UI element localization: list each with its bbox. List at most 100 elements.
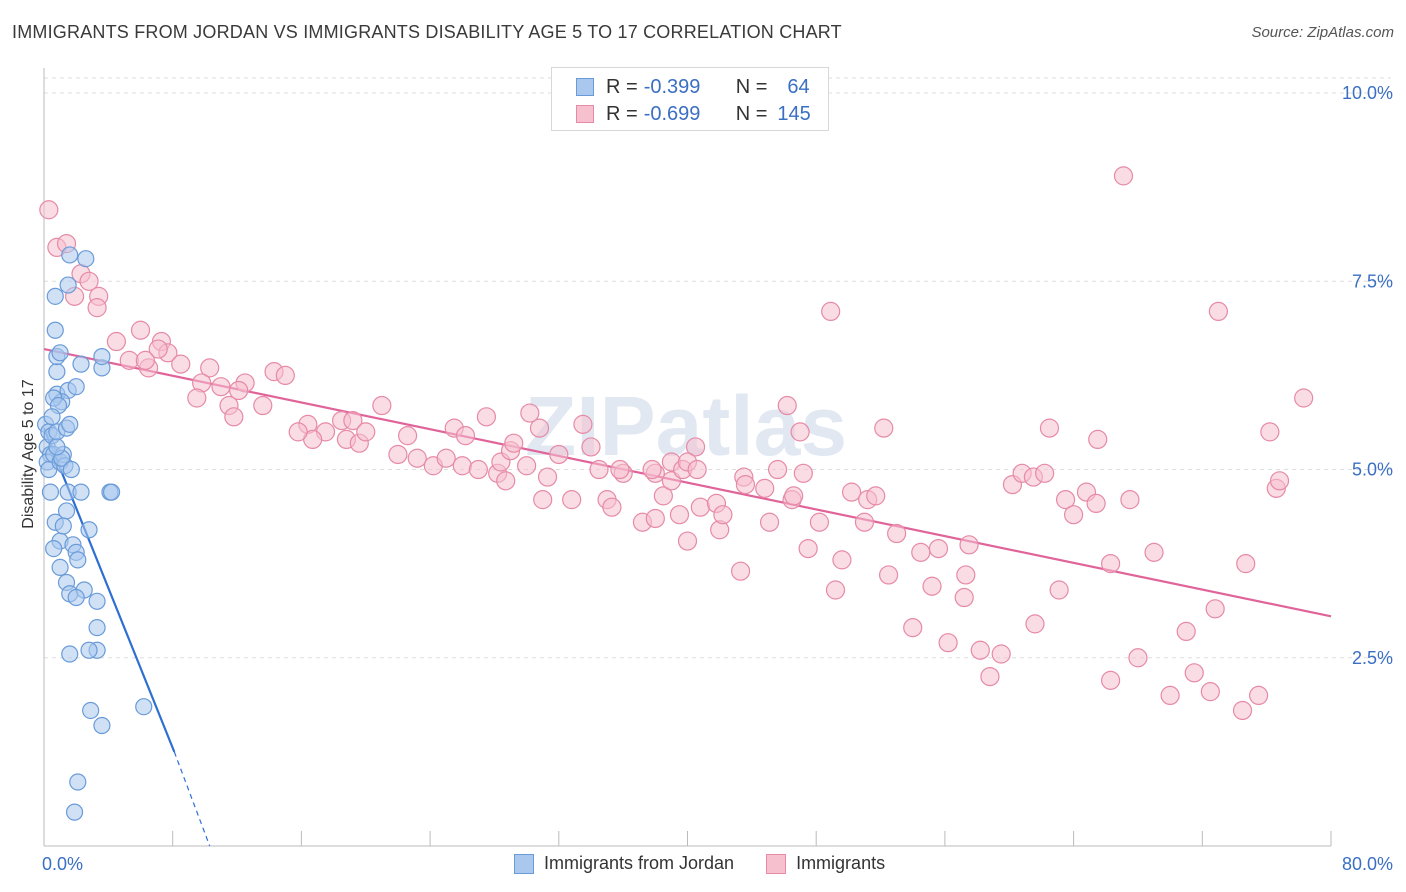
point-immigrants (887, 523, 907, 544)
point-immigrants (187, 388, 207, 408)
point-immigrants (1055, 490, 1076, 510)
point-immigrants (130, 320, 151, 340)
point-immigrants (1269, 471, 1290, 491)
legend-r-label: R = (606, 75, 638, 98)
point-immigrants (730, 561, 751, 581)
point-jordan (51, 558, 69, 577)
legend-n-label: N = (735, 102, 768, 125)
legend-label-immigrants: Immigrants (796, 853, 886, 873)
legend-swatch-jordan (514, 853, 534, 874)
point-immigrants (1205, 599, 1225, 619)
series-legend: Immigrants from Jordan Immigrants (514, 853, 917, 874)
point-immigrants (790, 422, 810, 442)
y-tick-label: 7.5% (1352, 271, 1393, 291)
point-immigrants (874, 418, 894, 438)
point-immigrants (106, 331, 126, 352)
point-jordan (88, 619, 106, 637)
point-jordan (62, 460, 80, 479)
point-immigrants (653, 486, 673, 506)
point-immigrants (1232, 700, 1253, 721)
point-immigrants (224, 407, 244, 427)
legend-item-immigrants[interactable]: Immigrants (766, 853, 885, 874)
point-immigrants (938, 633, 958, 653)
point-jordan (48, 363, 66, 381)
legend-n-value: 145 (777, 102, 811, 125)
point-jordan (72, 355, 90, 373)
point-jordan (65, 803, 84, 821)
point-immigrants (767, 459, 788, 480)
point-jordan (80, 521, 98, 539)
point-immigrants (1294, 388, 1314, 408)
legend-n-label: N = (735, 75, 768, 98)
point-jordan (69, 551, 87, 569)
point-immigrants (735, 474, 756, 495)
point-jordan (43, 408, 61, 426)
trend-line-jordan-extension (173, 751, 211, 847)
point-immigrants (1035, 463, 1055, 483)
point-immigrants (980, 666, 1000, 687)
point-jordan (46, 287, 64, 305)
point-immigrants (642, 459, 662, 480)
point-immigrants (809, 512, 830, 532)
point-immigrants (1208, 301, 1228, 322)
chart-title: IMMIGRANTS FROM JORDAN VS IMMIGRANTS DIS… (12, 22, 842, 42)
point-jordan (93, 347, 111, 366)
point-immigrants (79, 271, 99, 291)
y-tick-label: 5.0% (1352, 460, 1393, 480)
legend-row-jordan: R = -0.399 N = 64 (576, 76, 810, 98)
legend-r-value: -0.399 (643, 75, 701, 98)
point-immigrants (388, 444, 408, 465)
point-immigrants (970, 640, 990, 660)
point-immigrants (343, 410, 363, 431)
point-jordan (93, 716, 111, 735)
point-immigrants (669, 505, 690, 525)
point-immigrants (1039, 418, 1060, 438)
point-immigrants (690, 497, 710, 517)
legend-label-jordan: Immigrants from Jordan (544, 853, 735, 873)
point-immigrants (928, 538, 949, 559)
point-immigrants (784, 486, 804, 506)
point-immigrants (645, 508, 665, 529)
point-immigrants (397, 426, 418, 446)
point-immigrants (610, 459, 630, 480)
legend-swatch-immigrants (576, 105, 594, 123)
point-immigrants (1160, 685, 1180, 706)
point-immigrants (1113, 166, 1134, 186)
point-immigrants (755, 478, 775, 498)
point-immigrants (476, 407, 497, 427)
point-jordan (61, 415, 79, 433)
point-immigrants (533, 490, 553, 510)
point-jordan (102, 483, 121, 501)
point-jordan (57, 502, 76, 520)
point-immigrants (1176, 621, 1196, 642)
point-immigrants (1249, 685, 1269, 706)
x-tick-label: 0.0% (42, 854, 83, 874)
point-immigrants (39, 200, 59, 220)
point-jordan (59, 276, 77, 294)
point-jordan (67, 588, 85, 607)
point-immigrants (581, 437, 601, 457)
point-jordan (69, 773, 87, 791)
point-immigrants (436, 448, 456, 468)
point-immigrants (687, 459, 707, 480)
point-immigrants (496, 471, 516, 491)
point-immigrants (954, 587, 974, 608)
point-jordan (48, 438, 66, 456)
point-immigrants (841, 482, 862, 502)
y-tick-label: 10.0% (1342, 83, 1393, 103)
point-immigrants (1236, 554, 1256, 574)
point-immigrants (253, 395, 273, 416)
point-jordan (67, 378, 85, 396)
legend-n-value: 64 (787, 75, 810, 98)
data-points (37, 166, 1314, 821)
grid-lines (44, 77, 1391, 659)
point-immigrants (1101, 670, 1121, 690)
point-immigrants (119, 350, 139, 370)
point-immigrants (1120, 490, 1140, 510)
legend-item-jordan[interactable]: Immigrants from Jordan (514, 853, 734, 874)
point-immigrants (171, 354, 191, 374)
point-jordan (61, 645, 79, 663)
trend-line-immigrants (43, 347, 1332, 618)
legend-r-value: -0.699 (643, 102, 701, 125)
point-immigrants (1088, 429, 1108, 450)
